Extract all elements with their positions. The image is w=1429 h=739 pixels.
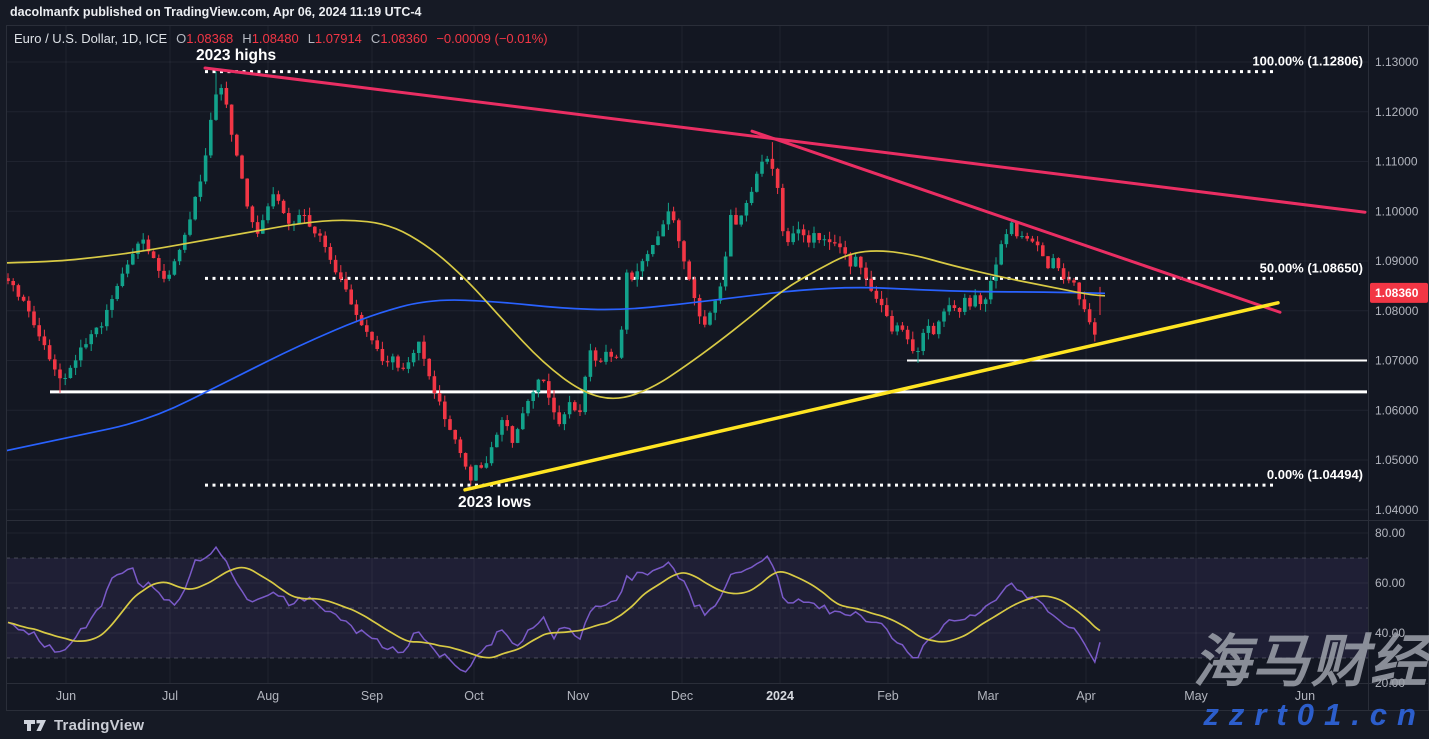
watermark-line1: 海马财经 bbox=[1193, 630, 1429, 694]
trend-lines bbox=[203, 66, 1367, 492]
moving-averages bbox=[7, 219, 1106, 452]
time-tick-label: 2024 bbox=[766, 689, 794, 703]
descending-resistance-major bbox=[203, 66, 1367, 214]
annotation-text: 2023 lows bbox=[458, 494, 531, 511]
symbol-title: Euro / U.S. Dollar, 1D, ICE bbox=[14, 31, 168, 46]
price-tick-label: 1.13000 bbox=[1375, 55, 1419, 69]
tradingview-brand[interactable]: TradingView bbox=[54, 716, 145, 734]
price-tick-label: 1.11000 bbox=[1375, 155, 1418, 169]
rsi-tick-label: 20.00 bbox=[1375, 676, 1405, 690]
price-tick-label: 1.10000 bbox=[1375, 204, 1419, 218]
current-price-badge bbox=[1370, 282, 1428, 303]
time-tick-label: Jul bbox=[162, 689, 178, 703]
rsi-tick-label: 60.00 bbox=[1375, 576, 1405, 590]
chart-background bbox=[6, 25, 1429, 710]
rsi-line bbox=[7, 545, 1101, 673]
descending-resistance-minor bbox=[750, 129, 1282, 314]
publish-info-text: dacolmanfx published on TradingView.com,… bbox=[10, 5, 422, 19]
annotations: 2023 highs 2023 lows bbox=[196, 47, 531, 511]
fib-level-label: 100.00% (1.12806) bbox=[1252, 54, 1363, 69]
ohlc-open: O1.08368 bbox=[176, 31, 234, 46]
horizontal-support-lines bbox=[50, 359, 1367, 394]
rsi-ma-line bbox=[7, 566, 1101, 659]
price-tick-label: 1.04000 bbox=[1375, 503, 1419, 517]
time-tick-label: May bbox=[1184, 689, 1208, 703]
time-tick-label: Jun bbox=[56, 689, 76, 703]
rsi-tick-label: 80.00 bbox=[1375, 526, 1405, 540]
watermark-line2: zzrt01.cn bbox=[1203, 697, 1426, 732]
fib-retracement: 100.00% (1.12806) 50.00% (1.08650) 0.00% (… bbox=[205, 54, 1363, 487]
price-axis: 1.13000 1.12000 1.11000 1.10000 1.09000 1.080… bbox=[1370, 55, 1428, 517]
rsi-series bbox=[7, 545, 1101, 673]
price-tick-label: 1.05000 bbox=[1375, 453, 1419, 467]
price-tick-label: 1.12000 bbox=[1375, 105, 1419, 119]
time-axis: Jun Jul Aug Sep Oct Nov Dec 2024 Feb Mar Apr May Jun bbox=[56, 689, 1315, 703]
tradingview-logo-icon[interactable] bbox=[24, 717, 47, 733]
rsi-tick-label: 40.00 bbox=[1375, 626, 1405, 640]
annotation-text: 2023 highs bbox=[196, 47, 276, 64]
time-tick-label: Aug bbox=[257, 689, 279, 703]
footer-bar: TradingView bbox=[0, 711, 1429, 739]
time-tick-label: Oct bbox=[464, 689, 484, 703]
time-tick-label: Mar bbox=[977, 689, 999, 703]
price-tick-label: 1.07000 bbox=[1375, 354, 1419, 368]
price-tick-label: 1.09000 bbox=[1375, 254, 1419, 268]
time-tick-label: Apr bbox=[1076, 689, 1095, 703]
ascending-support bbox=[463, 301, 1280, 492]
rsi-axis: 80.00 60.00 40.00 20.00 bbox=[1375, 526, 1405, 690]
time-tick-label: Sep bbox=[361, 689, 383, 703]
time-tick-label: Dec bbox=[671, 689, 693, 703]
time-tick-label: Jun bbox=[1295, 689, 1315, 703]
price-tick-label: 1.06000 bbox=[1375, 403, 1419, 417]
current-price-label: 1.08360 bbox=[1375, 286, 1419, 300]
ohlc-high: H1.08480 bbox=[242, 31, 299, 46]
ma-slow-line bbox=[7, 286, 1106, 452]
publish-info-bar: dacolmanfx published on TradingView.com,… bbox=[0, 0, 1429, 25]
time-tick-label: Nov bbox=[567, 689, 590, 703]
candlestick-series bbox=[7, 71, 1102, 486]
fib-level-label: 0.00% (1.04494) bbox=[1267, 467, 1363, 482]
ohlc-close: C1.08360 bbox=[370, 31, 428, 46]
price-change: −0.00009 (−0.01%) bbox=[436, 31, 548, 46]
symbol-legend: Euro / U.S. Dollar, 1D, ICE O1.08368 H1.… bbox=[14, 31, 548, 46]
rsi-guide-lines bbox=[6, 557, 1368, 659]
price-tick-label: 1.08000 bbox=[1375, 304, 1419, 318]
ohlc-low: L1.07914 bbox=[307, 31, 362, 46]
fib-level-label: 50.00% (1.08650) bbox=[1260, 260, 1363, 275]
time-tick-label: Feb bbox=[877, 689, 899, 703]
ma-fast-line bbox=[7, 219, 1106, 400]
